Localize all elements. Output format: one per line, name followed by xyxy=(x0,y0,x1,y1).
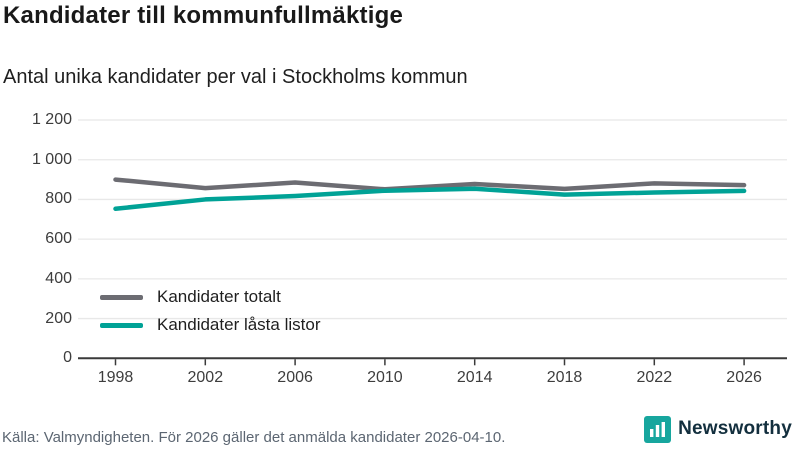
x-axis-tick-label: 2014 xyxy=(456,369,493,387)
x-axis-tick-label: 2002 xyxy=(187,369,224,387)
x-axis-tick-label: 2022 xyxy=(636,369,673,387)
chart-subtitle: Antal unika kandidater per val i Stockho… xyxy=(3,66,468,88)
y-axis-tick-label: 400 xyxy=(45,269,72,287)
y-axis-tick-label: 600 xyxy=(45,230,72,248)
y-axis-tick-label: 200 xyxy=(45,309,72,327)
legend-line-swatch xyxy=(100,322,143,328)
y-axis-tick-label: 1 200 xyxy=(31,111,72,128)
chart-legend: Kandidater totalt Kandidater låsta listor xyxy=(100,287,320,343)
newsworthy-logo: Newsworthy xyxy=(644,415,792,443)
legend-item: Kandidater totalt xyxy=(100,287,320,307)
legend-label: Kandidater totalt xyxy=(157,287,281,306)
legend-line-swatch xyxy=(100,294,143,300)
x-axis-tick-label: 2026 xyxy=(726,369,762,387)
x-axis-tick-label: 2006 xyxy=(277,369,313,387)
newsworthy-wordmark: Newsworthy xyxy=(678,418,792,439)
legend-label: Kandidater låsta listor xyxy=(157,315,321,334)
legend-item: Kandidater låsta listor xyxy=(100,315,320,335)
x-axis-tick-label: 1998 xyxy=(97,369,134,387)
y-axis-tick-label: 1 000 xyxy=(31,150,72,168)
newsworthy-bar-chart-icon xyxy=(644,415,672,443)
x-axis-tick-label: 2010 xyxy=(367,369,403,387)
y-axis-tick-label: 800 xyxy=(45,190,72,208)
series-line-locked-lists xyxy=(113,186,747,212)
x-axis-tick-label: 2018 xyxy=(546,369,583,387)
series-line-total xyxy=(113,177,747,192)
y-axis-tick-label: 0 xyxy=(63,349,72,367)
source-note: Källa: Valmyndigheten. För 2026 gäller d… xyxy=(2,429,506,446)
chart-title: Kandidater till kommunfullmäktige xyxy=(3,2,403,29)
